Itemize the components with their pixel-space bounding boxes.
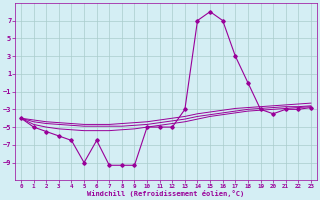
X-axis label: Windchill (Refroidissement éolien,°C): Windchill (Refroidissement éolien,°C) (87, 190, 244, 197)
